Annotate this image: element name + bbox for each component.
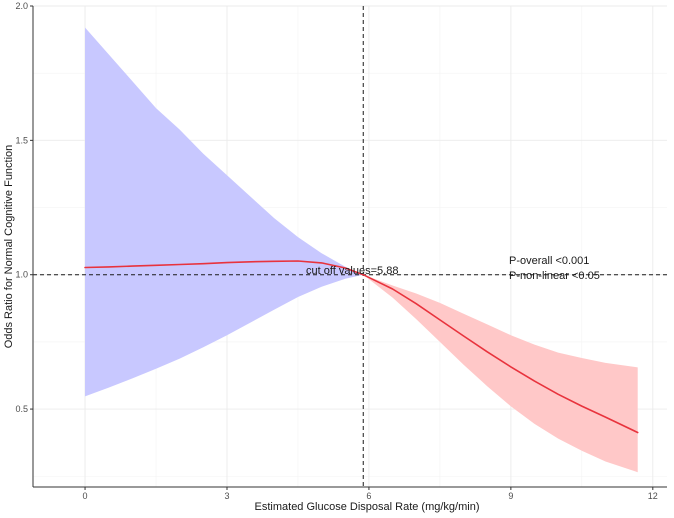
y-tick-label: 1.5 xyxy=(15,135,28,145)
confidence-ribbons xyxy=(85,27,638,473)
y-tick-label: 2.0 xyxy=(15,1,28,11)
spline-lines xyxy=(84,260,639,434)
tick-labels: 0 3 6 9 12 0.5 1.0 1.5 2.0 xyxy=(15,1,657,501)
y-axis-title: Odds Ratio for Normal Cognitive Function xyxy=(3,145,15,349)
x-tick-label: 3 xyxy=(224,491,229,501)
p-overall-annotation: P-overall <0.001 xyxy=(509,255,589,267)
x-tick-label: 6 xyxy=(366,491,371,501)
y-tick-label: 1.0 xyxy=(15,270,28,280)
or-line-below_cutoff xyxy=(84,260,365,276)
x-tick-label: 0 xyxy=(83,491,88,501)
ci-ribbon-above_cutoff xyxy=(363,274,638,473)
reference-lines xyxy=(33,6,667,487)
y-tick-label: 0.5 xyxy=(15,404,28,414)
cutoff-annotation: cut off values=5.88 xyxy=(306,265,398,277)
axes xyxy=(32,6,667,488)
or-line-above_cutoff xyxy=(362,273,639,434)
ci-ribbon-below_cutoff xyxy=(85,27,364,397)
x-axis-title: Estimated Glucose Disposal Rate (mg/kg/m… xyxy=(255,501,480,513)
p-nonlinear-annotation: P-non-linear <0.05 xyxy=(509,270,600,282)
x-tick-label: 9 xyxy=(508,491,513,501)
x-tick-label: 12 xyxy=(648,491,658,501)
annotations: cut off values=5.88 P-overall <0.001 P-n… xyxy=(3,145,600,513)
